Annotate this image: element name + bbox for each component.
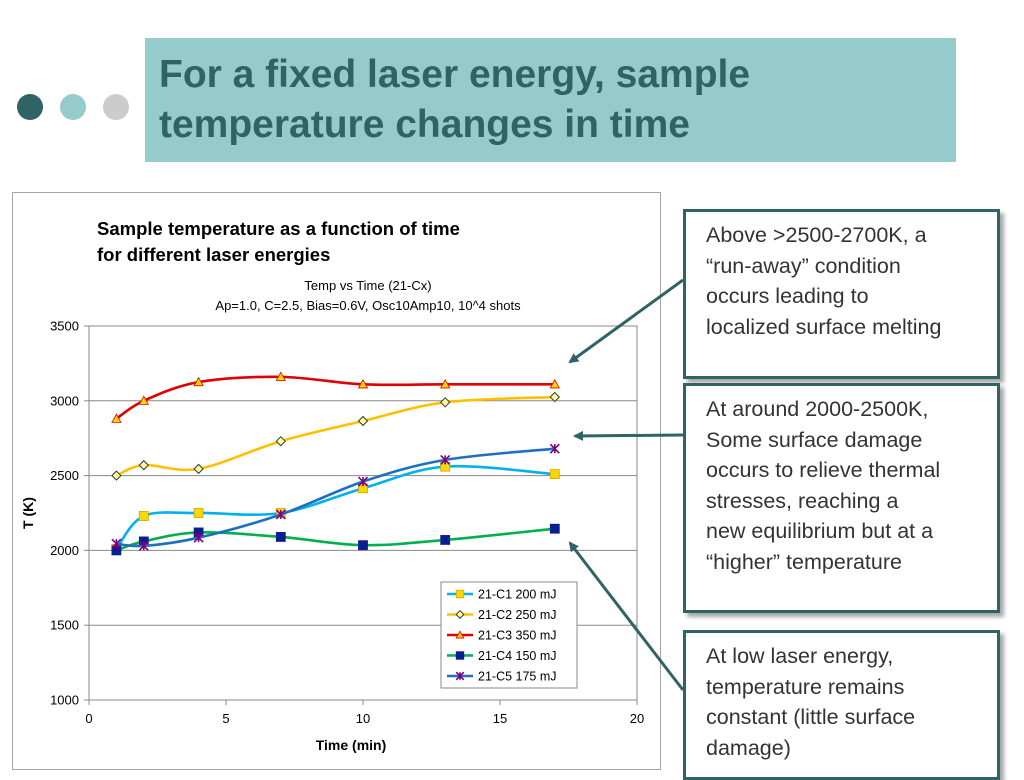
data-point <box>549 379 560 389</box>
data-point <box>193 463 204 475</box>
callout-surface-damage: At around 2000-2500K, Some surface damag… <box>683 383 1000 613</box>
data-point <box>193 376 204 387</box>
data-point <box>193 532 204 543</box>
x-tick-label: 0 <box>85 711 92 726</box>
data-point <box>549 469 560 480</box>
data-point <box>193 508 204 518</box>
slide-title-box: For a fixed laser energy, sample tempera… <box>145 38 956 162</box>
callout-surface-damage-line: At around 2000-2500K, <box>706 397 929 421</box>
x-tick-label: 20 <box>630 711 644 726</box>
legend-label: 21-C5 175 mJ <box>478 670 557 684</box>
y-tick-label: 3000 <box>50 393 79 408</box>
callout-surface-damage-line: occurs to relieve thermal <box>706 458 941 482</box>
data-point <box>275 435 287 447</box>
callout-runaway-line: “run-away” condition <box>706 253 901 278</box>
callout-surface-damage-line: Some surface damage <box>706 427 923 452</box>
data-point <box>357 379 369 389</box>
callout-runaway-line: Above >2500-2700K, a <box>706 223 927 247</box>
chart-frame: Sample temperature as a function of time… <box>12 192 661 770</box>
legend-swatch-marker <box>455 589 465 599</box>
data-point <box>138 459 150 471</box>
data-point <box>358 540 368 551</box>
series-line-21-c3 <box>115 375 555 420</box>
chart-title: Temp vs Time (21-Cx) <box>304 278 431 293</box>
decor-dot-dark <box>17 94 43 120</box>
callout-runaway: Above >2500-2700K, a “run-away” conditio… <box>683 209 1000 379</box>
y-tick-label: 3500 <box>50 319 79 334</box>
x-tick-label: 15 <box>493 711 507 726</box>
slide-title-line-1: For a fixed laser energy, sample <box>159 53 751 96</box>
x-tick-label: 10 <box>356 711 370 726</box>
data-point <box>439 397 451 408</box>
y-tick-label: 1000 <box>50 693 79 708</box>
x-tick-label: 5 <box>222 711 229 726</box>
temperature-chart: Sample temperature as a function of time… <box>20 218 644 753</box>
legend-swatch-marker <box>455 651 465 660</box>
data-point <box>138 511 149 521</box>
y-tick-label: 2500 <box>50 468 79 483</box>
decor-dot-medium <box>60 94 86 120</box>
callout-low-energy-line: At low laser energy, <box>706 644 894 668</box>
data-point <box>549 391 561 403</box>
data-point <box>357 476 369 487</box>
callout-runaway-line: occurs leading to <box>706 284 869 308</box>
y-axis-label: T (K) <box>20 497 36 529</box>
data-point <box>138 540 149 551</box>
y-tick-label: 2000 <box>50 543 79 558</box>
legend-swatch-marker <box>455 671 465 681</box>
chart-subtitle: Ap=1.0, C=2.5, Bias=0.6V, Osc10Amp10, 10… <box>215 298 521 313</box>
data-point <box>111 538 122 549</box>
callout-runaway-line: localized surface melting <box>706 314 942 339</box>
chart-heading-line: for different laser energies <box>97 244 330 265</box>
legend-label: 21-C1 200 mJ <box>478 588 557 602</box>
slide-title-line-2: temperature changes in time <box>159 103 690 146</box>
data-point <box>440 535 451 545</box>
legend-label: 21-C3 350 mJ <box>478 629 557 643</box>
series-line-21-c5 <box>116 447 555 548</box>
data-point <box>275 509 286 520</box>
chart-heading-line: Sample temperature as a function of time <box>97 218 460 239</box>
callout-low-energy-line: temperature remains <box>706 674 905 699</box>
y-tick-label: 1500 <box>50 618 79 633</box>
legend-label: 21-C4 150 mJ <box>478 649 557 663</box>
callout-low-energy-line: constant (little surface <box>706 705 916 729</box>
legend-swatch-marker <box>455 609 465 620</box>
callout-surface-damage-line: “higher” temperature <box>706 549 902 574</box>
legend-label: 21-C2 250 mJ <box>478 608 557 622</box>
data-point <box>275 371 286 381</box>
x-axis-label: Time (min) <box>316 737 387 753</box>
data-point <box>549 443 560 454</box>
data-point <box>275 532 286 542</box>
data-point <box>138 395 149 405</box>
callout-surface-damage-line: stresses, reaching a <box>706 488 899 513</box>
data-point <box>440 379 451 389</box>
callout-low-energy: At low laser energy, temperature remains… <box>683 630 1000 780</box>
decor-dot-light <box>103 94 129 120</box>
callout-surface-damage-line: new equilibrium but at a <box>706 519 934 543</box>
data-point <box>111 413 122 423</box>
data-point <box>111 470 122 481</box>
callout-low-energy-line: damage) <box>706 735 791 760</box>
data-point <box>357 415 369 427</box>
data-point <box>549 523 560 534</box>
data-point <box>440 454 451 465</box>
legend-swatch-marker <box>455 630 465 639</box>
